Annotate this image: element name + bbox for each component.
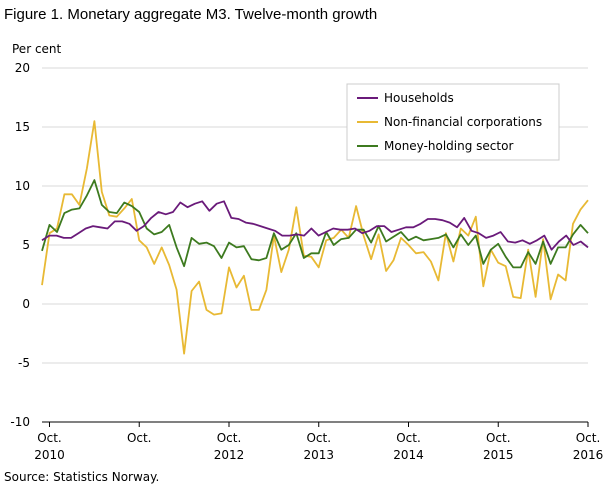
y-tick-label: 10 bbox=[15, 179, 30, 193]
legend-items: Households Non-financial corporations Mone… bbox=[357, 91, 542, 153]
x-tick-labels: Oct. 2010 Oct. Oct. 2012 Oct. 2013 Oct. 2014 Oct.… bbox=[34, 422, 603, 462]
y-tick-labels: -10 -5 0 5 10 15 20 bbox=[10, 61, 30, 429]
x-tick-year: 2012 bbox=[214, 448, 245, 462]
series-lines bbox=[41, 120, 589, 355]
x-tick-year: 2016 bbox=[573, 448, 604, 462]
legend-label: Households bbox=[384, 91, 454, 105]
x-tick-label: Oct. bbox=[217, 431, 242, 445]
series-line-non-financial-corporations bbox=[41, 120, 589, 355]
x-tick-label: Oct. bbox=[37, 431, 62, 445]
legend: Households Non-financial corporations Mone… bbox=[346, 83, 560, 161]
x-tick-label: Oct. bbox=[306, 431, 331, 445]
series-line-households bbox=[41, 200, 589, 251]
x-tick-label: Oct. bbox=[127, 431, 152, 445]
x-tick-year: 2013 bbox=[303, 448, 334, 462]
chart-title: Figure 1. Monetary aggregate M3. Twelve-… bbox=[4, 6, 378, 23]
y-tick-label: 15 bbox=[15, 120, 30, 134]
x-tick-label: Oct. bbox=[576, 431, 601, 445]
x-tick-label: Oct. bbox=[396, 431, 421, 445]
series-line-money-holding-sector bbox=[41, 179, 589, 269]
x-tick-year: 2015 bbox=[483, 448, 514, 462]
y-tick-label: -5 bbox=[18, 356, 30, 370]
y-tick-label: 0 bbox=[22, 297, 30, 311]
x-tick-year: 2014 bbox=[393, 448, 424, 462]
legend-label: Non-financial corporations bbox=[384, 115, 542, 129]
x-tick-year: 2010 bbox=[34, 448, 65, 462]
y-tick-label: 20 bbox=[15, 61, 30, 75]
x-tick-label: Oct. bbox=[486, 431, 511, 445]
source-note: Source: Statistics Norway. bbox=[4, 470, 160, 484]
y-tick-label: -10 bbox=[10, 415, 30, 429]
legend-label: Money-holding sector bbox=[384, 139, 513, 153]
y-axis-label: Per cent bbox=[12, 42, 62, 56]
legend-box bbox=[346, 83, 560, 161]
y-tick-label: 5 bbox=[22, 238, 30, 252]
